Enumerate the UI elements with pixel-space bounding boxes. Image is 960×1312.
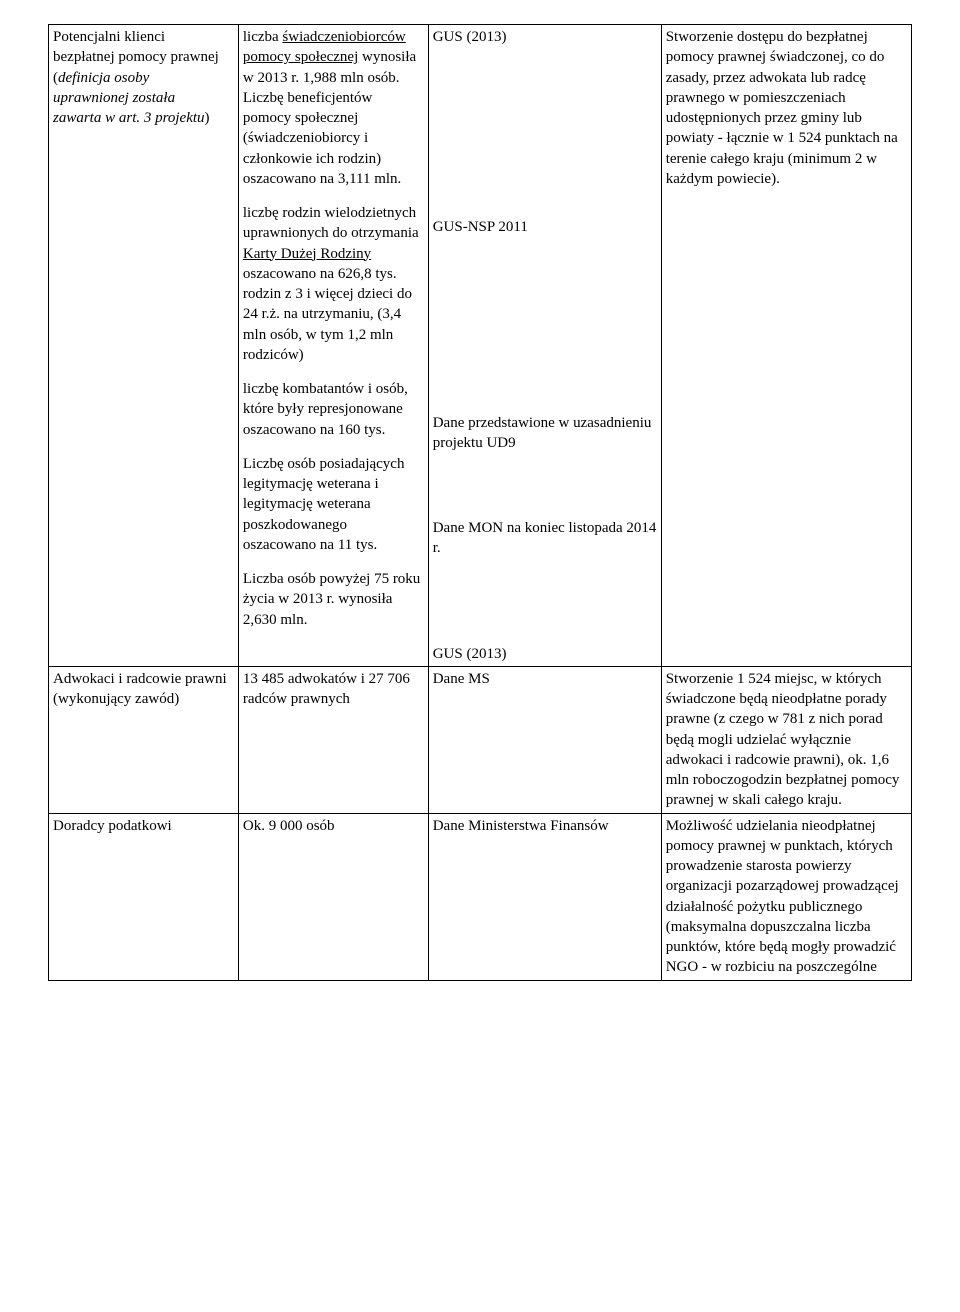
cell-tax-advisors: Doradcy podatkowi xyxy=(49,813,239,980)
paragraph: Stworzenie dostępu do bezpłatnej pomocy … xyxy=(666,27,907,189)
table-row: Adwokaci i radcowie prawni (wykonujący z… xyxy=(49,666,912,813)
paragraph: Dane przedstawione w uzasadnieniu projek… xyxy=(433,413,657,454)
paragraph: GUS (2013) xyxy=(433,644,657,664)
cell-estimates: liczba świadczeniobiorców pomocy społecz… xyxy=(238,25,428,667)
paragraph: Dane MON na koniec listopada 2014 r. xyxy=(433,518,657,559)
paragraph: liczbę kombatantów i osób, które były re… xyxy=(243,379,424,440)
page: Potencjalni klienci bezpłatnej pomocy pr… xyxy=(0,0,960,1312)
text-italic: zawarta w art. 3 projektu xyxy=(53,110,205,126)
cell-lawyers: Adwokaci i radcowie prawni (wykonujący z… xyxy=(49,666,239,813)
text: liczbę rodzin wielodzietnych uprawnionyc… xyxy=(243,205,419,241)
cell-lawyers-effect: Stworzenie 1 524 miejsc, w których świad… xyxy=(661,666,911,813)
cell-sources: GUS (2013) GUS-NSP 2011 Dane przedstawio… xyxy=(428,25,661,667)
cell-lawyers-count: 13 485 adwokatów i 27 706 radców prawnyc… xyxy=(238,666,428,813)
cell-tax-advisors-effect: Możliwość udzielania nieodpłatnej pomocy… xyxy=(661,813,911,980)
paragraph: Liczba osób powyżej 75 roku życia w 2013… xyxy=(243,569,424,630)
text: oszacowano na 626,8 tys. rodzin z 3 i wi… xyxy=(243,266,412,363)
text: wynosiła w 2013 r. 1,988 mln osób. Liczb… xyxy=(243,49,416,187)
paragraph: Liczbę osób posiadających legitymację we… xyxy=(243,454,424,555)
text-italic: uprawnionej została xyxy=(53,90,175,106)
text: Potencjalni klienci xyxy=(53,29,165,45)
text-underline: Karty Dużej Rodziny xyxy=(243,246,371,262)
table-row: Doradcy podatkowi Ok. 9 000 osób Dane Mi… xyxy=(49,813,912,980)
cell-clients: Potencjalni klienci bezpłatnej pomocy pr… xyxy=(49,25,239,667)
main-table: Potencjalni klienci bezpłatnej pomocy pr… xyxy=(48,24,912,981)
paragraph: liczbę rodzin wielodzietnych uprawnionyc… xyxy=(243,203,424,365)
paragraph: liczba świadczeniobiorców pomocy społecz… xyxy=(243,27,424,189)
paragraph: GUS-NSP 2011 xyxy=(433,217,657,237)
text-italic: definicja osoby xyxy=(58,70,149,86)
paragraph: GUS (2013) xyxy=(433,27,657,47)
cell-lawyers-source: Dane MS xyxy=(428,666,661,813)
table-row: Potencjalni klienci bezpłatnej pomocy pr… xyxy=(49,25,912,667)
cell-tax-advisors-count: Ok. 9 000 osób xyxy=(238,813,428,980)
text: bezpłatnej pomocy prawnej xyxy=(53,49,219,65)
cell-tax-advisors-source: Dane Ministerstwa Finansów xyxy=(428,813,661,980)
cell-effect: Stworzenie dostępu do bezpłatnej pomocy … xyxy=(661,25,911,667)
text: liczba xyxy=(243,29,283,45)
text: ) xyxy=(205,110,210,126)
